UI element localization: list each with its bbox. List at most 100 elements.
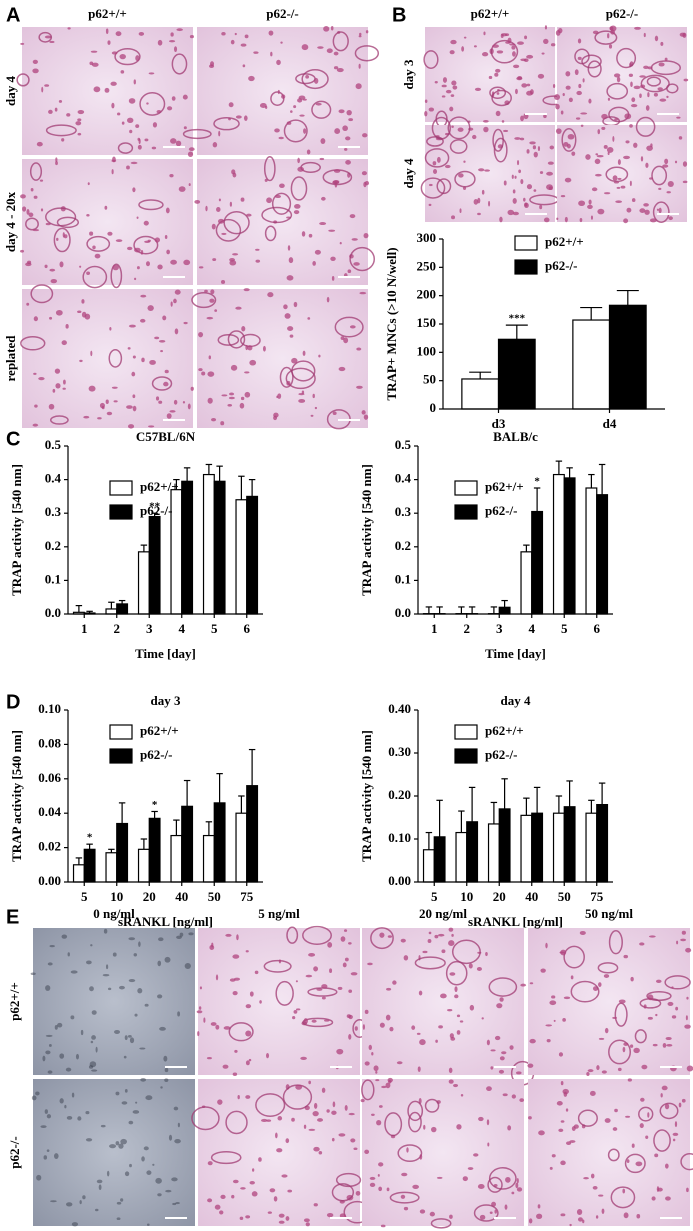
- cell: [406, 1147, 409, 1153]
- cell: [361, 171, 367, 176]
- cell: [44, 1109, 48, 1114]
- cell: [521, 83, 528, 88]
- x-tick-label: 1: [81, 621, 88, 636]
- cell: [297, 166, 304, 172]
- cell: [255, 1093, 286, 1117]
- cell: [358, 63, 361, 69]
- column-label: 20 ng/ml: [419, 906, 467, 921]
- cell: [346, 109, 352, 116]
- cell: [179, 932, 184, 937]
- cell: [240, 43, 247, 47]
- cell: [668, 216, 673, 221]
- cell: [574, 69, 579, 76]
- cell: [524, 35, 528, 40]
- cell: [111, 159, 117, 162]
- chart-title: day 4: [501, 693, 531, 708]
- cell: [386, 1187, 390, 1192]
- cell: [36, 1174, 42, 1181]
- cell: [371, 1113, 375, 1116]
- row-label: replated: [3, 335, 18, 382]
- cell: [184, 963, 191, 969]
- cell: [545, 1024, 553, 1027]
- cell: [604, 1118, 611, 1123]
- legend-label: p62+/+: [140, 479, 179, 494]
- cell: [91, 62, 99, 67]
- cell: [134, 1013, 138, 1017]
- cell: [472, 134, 477, 140]
- cell: [290, 110, 293, 113]
- cell: [56, 237, 59, 241]
- cell: [154, 336, 160, 340]
- cell: [490, 1066, 494, 1070]
- cell: [280, 41, 283, 44]
- x-tick-label: 3: [146, 621, 153, 636]
- cell: [486, 1086, 492, 1092]
- cell: [603, 974, 610, 978]
- cell: [396, 1061, 403, 1065]
- cell: [491, 89, 512, 107]
- cell: [177, 1011, 181, 1017]
- y-axis-label: TRAP activity [540 nm]: [359, 730, 374, 862]
- column-label: 50 ng/ml: [585, 906, 633, 921]
- cell: [499, 1056, 505, 1061]
- cell: [400, 1194, 406, 1199]
- panel-label: A: [6, 4, 20, 26]
- cell: [90, 50, 98, 53]
- cell: [211, 418, 217, 422]
- cell: [660, 41, 664, 46]
- y-tick-label: 150: [417, 315, 437, 330]
- cell: [242, 64, 246, 68]
- cell: [639, 942, 645, 946]
- cell: [92, 245, 96, 250]
- significance: *: [152, 799, 158, 811]
- cell: [132, 187, 136, 193]
- cell: [285, 367, 316, 390]
- cell: [306, 149, 311, 155]
- cell: [564, 177, 572, 183]
- cell: [544, 25, 548, 30]
- cell: [171, 1177, 178, 1182]
- cell: [347, 269, 352, 274]
- cell: [570, 980, 600, 1003]
- cell: [52, 388, 56, 393]
- cell: [587, 60, 602, 78]
- y-tick-label: 0.00: [38, 873, 61, 888]
- cell: [40, 1125, 47, 1128]
- cell: [234, 1049, 238, 1053]
- cell: [119, 53, 126, 60]
- cell: [654, 35, 659, 42]
- cell: [232, 172, 237, 178]
- cell: [48, 109, 53, 114]
- x-tick-label: 75: [240, 889, 254, 904]
- cell: [432, 161, 437, 166]
- cell: [96, 1179, 103, 1184]
- cell: [232, 990, 238, 996]
- cell: [520, 115, 524, 122]
- column-label: 5 ng/ml: [258, 906, 300, 921]
- cell: [41, 86, 44, 93]
- cell: [198, 331, 204, 338]
- cell: [445, 960, 468, 986]
- cell: [590, 1173, 595, 1179]
- cell: [203, 1017, 206, 1023]
- cell: [120, 1138, 127, 1145]
- y-tick-label: 0.3: [395, 504, 412, 519]
- cell: [77, 132, 82, 136]
- y-axis-label: TRAP activity [540 nm]: [9, 464, 24, 596]
- cell: [359, 291, 367, 295]
- cell: [211, 223, 216, 230]
- cell: [606, 82, 629, 100]
- cell: [517, 41, 524, 45]
- cell: [526, 184, 533, 190]
- cell: [633, 1047, 640, 1054]
- cell: [328, 229, 336, 232]
- cell: [36, 141, 43, 147]
- cell: [408, 1111, 422, 1133]
- cell: [155, 1177, 162, 1184]
- cell: [275, 194, 282, 199]
- cell: [267, 1211, 272, 1214]
- bar: [202, 834, 215, 883]
- cell: [601, 113, 608, 120]
- cell: [312, 393, 315, 399]
- cell: [564, 216, 568, 223]
